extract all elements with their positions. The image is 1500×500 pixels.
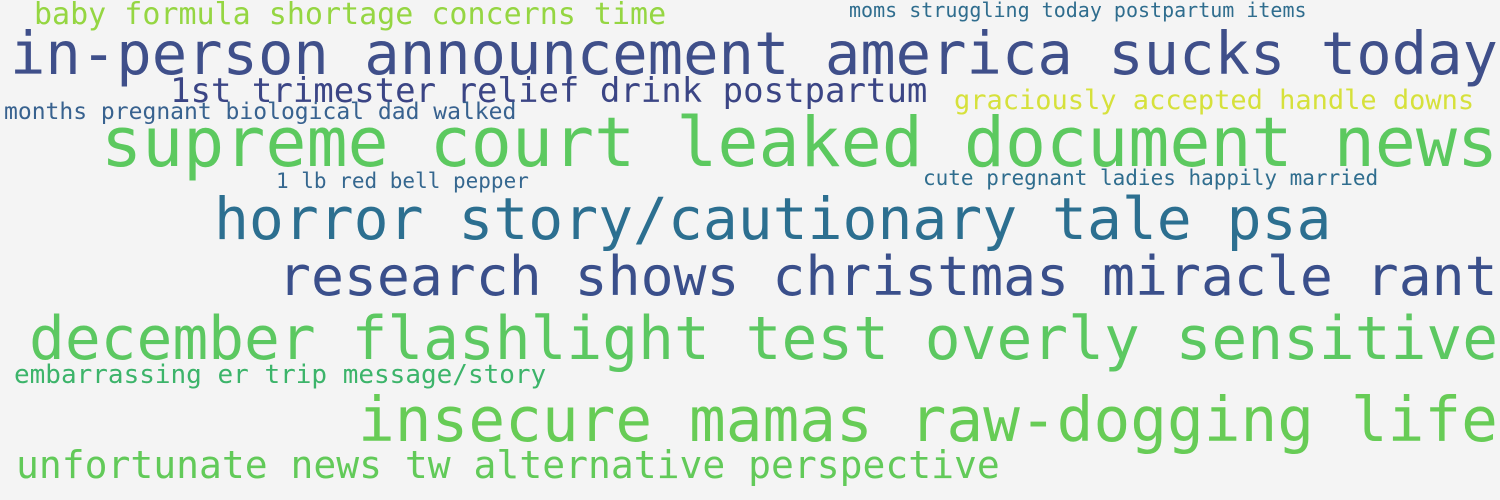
word-phrase: in-person announcement america sucks tod… <box>10 19 1498 88</box>
word-phrase: december flashlight test overly sensitiv… <box>29 305 1499 374</box>
word-phrase: 1st trimester relief drink postpartum <box>170 71 928 111</box>
word-phrase: research shows christmas miracle rant <box>278 244 1498 308</box>
word-phrase: months pregnant biological dad walked <box>4 99 517 125</box>
word-phrase: insecure mamas raw-dogging life <box>358 385 1498 456</box>
word-phrase: embarrassing er trip message/story <box>14 360 547 390</box>
word-phrase: moms struggling today postpartum items <box>849 0 1307 22</box>
word-phrase: supreme court leaked document news <box>101 104 1499 183</box>
word-phrase: cute pregnant ladies happily married <box>923 166 1379 190</box>
word-phrase: horror story/cautionary tale psa <box>214 185 1332 253</box>
word-phrase: 1 lb red bell pepper <box>276 169 529 193</box>
word-phrase: baby formula shortage concerns time <box>34 0 667 32</box>
word-phrase: graciously accepted handle downs <box>954 85 1475 116</box>
word-phrase: unfortunate news tw alternative perspect… <box>16 443 1000 487</box>
